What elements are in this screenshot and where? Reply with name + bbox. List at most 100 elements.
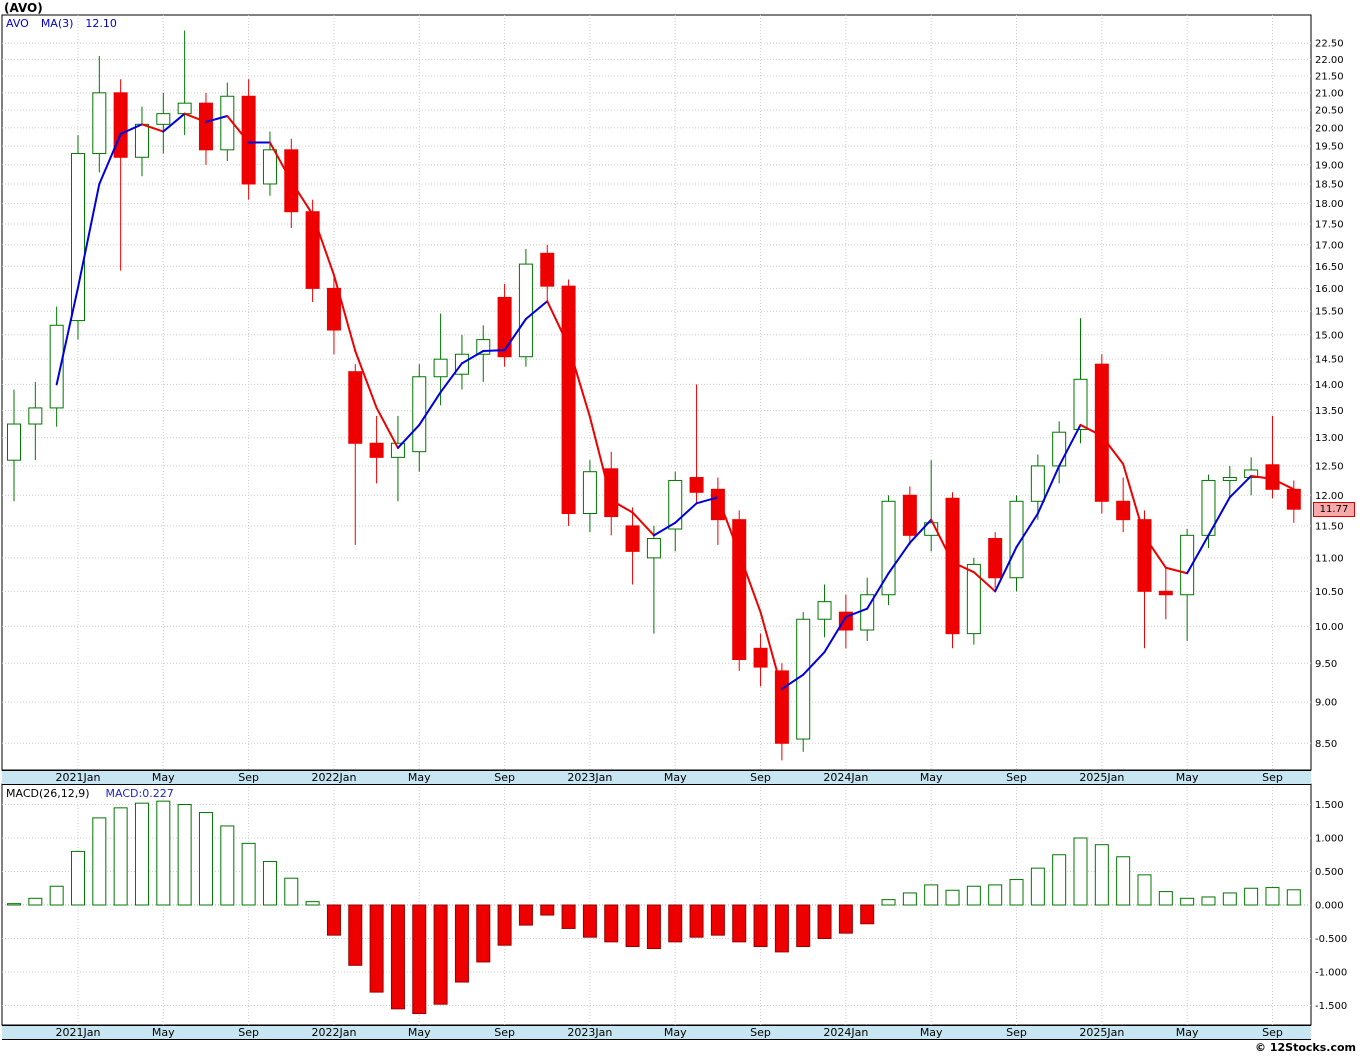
ma-line-segment: [396, 423, 421, 449]
candle-body: [49, 324, 64, 409]
macd-histogram-bar: [902, 892, 917, 906]
candle-body: [7, 423, 21, 461]
candlestick: [838, 594, 853, 649]
macd-histogram-bar: [113, 807, 128, 906]
macd-histogram-bar: [582, 904, 597, 938]
price-axis-tick-label: 13.50: [1315, 406, 1344, 417]
macd-histogram-bar: [1009, 879, 1024, 906]
x-axis-tick-label: 2023Jan: [567, 1026, 613, 1039]
macd-histogram-bar: [49, 885, 64, 906]
candle-body: [881, 500, 896, 596]
candle-body: [689, 477, 704, 493]
candlestick: [625, 507, 640, 585]
x-axis-band-price: 2021Jan May Sep 2022Jan May Sep 2023Jan May Sep 2…: [2, 770, 1311, 785]
legend-symbol: AVO: [6, 17, 29, 30]
ma-line-segment: [780, 673, 805, 690]
candle-body: [582, 471, 597, 514]
x-axis-tick-label: Sep: [238, 1026, 259, 1039]
macd-histogram-bar: [753, 904, 768, 948]
candle-body: [348, 371, 363, 444]
ma-line-segment: [183, 112, 207, 123]
x-axis-tick-label: May: [663, 771, 687, 784]
price-axis-tick-label: 20.00: [1315, 123, 1344, 134]
ma-line-segment: [652, 521, 677, 537]
price-axis-tick-label: 9.00: [1315, 698, 1337, 709]
candlestick: [262, 131, 277, 196]
macd-histogram-bar: [817, 904, 832, 939]
x-axis-tick-label: Sep: [494, 1026, 515, 1039]
price-axis-tick-label: 13.00: [1315, 433, 1344, 444]
candle-body: [1073, 378, 1088, 430]
price-axis-tick-label: 22.00: [1315, 55, 1344, 66]
ma-line-segment: [1228, 474, 1253, 499]
ma-line-segment: [311, 213, 335, 277]
candlestick: [70, 135, 85, 340]
ma-line-segment: [759, 611, 783, 690]
macd-histogram-bar: [561, 904, 576, 929]
candle-body: [1244, 469, 1259, 479]
macd-histogram-bar: [1116, 856, 1131, 906]
price-axis-tick-label: 20.50: [1315, 106, 1344, 117]
ma-line-segment: [951, 561, 975, 574]
x-axis-tick-label: May: [151, 771, 175, 784]
candle-body: [625, 525, 640, 552]
candle-body: [28, 407, 43, 425]
macd-histogram-bar: [476, 904, 491, 963]
macd-histogram-bar: [28, 897, 43, 906]
macd-histogram-bar: [668, 904, 683, 943]
macd-histogram-bar: [604, 904, 619, 943]
ma-line-segment: [1100, 434, 1125, 466]
macd-histogram-bar: [177, 804, 192, 906]
ma-line-segment: [1271, 477, 1295, 491]
x-axis-tick-label: May: [919, 1026, 943, 1039]
candlestick: [540, 244, 555, 303]
macd-axis-tick-label: -0.500: [1315, 934, 1347, 945]
candle-body: [753, 647, 768, 668]
price-axis-tick-label: 21.50: [1315, 71, 1344, 82]
candle-body: [1137, 519, 1152, 592]
ma-line-segment: [567, 345, 591, 418]
macd-histogram-bar: [924, 884, 939, 906]
macd-histogram-bar: [305, 901, 320, 906]
price-axis-tick-label: 10.00: [1315, 622, 1344, 633]
macd-histogram-bar: [198, 812, 213, 906]
macd-histogram-bar: [1137, 874, 1152, 906]
price-axis-tick-label: 15.50: [1315, 307, 1344, 318]
x-axis-tick-label: Sep: [1006, 1026, 1027, 1039]
x-axis-tick-label: 2022Jan: [311, 771, 357, 784]
chart-title: (AVO): [4, 1, 43, 15]
candle-body: [774, 670, 789, 744]
candlestick: [1137, 510, 1152, 649]
price-axis-tick-label: 19.00: [1315, 160, 1344, 171]
macd-histogram-bar: [945, 889, 960, 906]
ma-line-segment: [908, 518, 933, 544]
candle-body: [412, 376, 427, 453]
candlestick: [561, 279, 576, 526]
candle-body: [369, 442, 384, 458]
candlestick: [1073, 318, 1088, 444]
candlestick: [817, 584, 832, 638]
ma-line-segment: [119, 123, 143, 135]
macd-histogram-bar: [988, 884, 1003, 906]
ma-line-segment: [1164, 566, 1189, 575]
candlestick: [92, 56, 107, 173]
candlestick: [1222, 465, 1237, 499]
price-axis-tick-label: 18.50: [1315, 179, 1344, 190]
candle-body: [433, 358, 448, 378]
price-axis-tick-label: 15.00: [1315, 330, 1344, 341]
candle-body: [945, 497, 960, 635]
x-axis-tick-label: May: [1175, 771, 1199, 784]
candlestick: [1094, 354, 1109, 514]
candlestick: [945, 492, 960, 649]
price-axis-tick-label: 11.50: [1315, 521, 1344, 532]
candlestick: [582, 460, 597, 533]
candlestick: [1052, 421, 1067, 484]
ma-line-segment: [418, 391, 442, 426]
ma-line-segment: [290, 180, 314, 216]
x-axis-tick-label: May: [663, 1026, 687, 1039]
macd-histogram-bar: [156, 800, 171, 906]
candle-body: [604, 468, 619, 518]
macd-histogram-bar: [1030, 867, 1045, 906]
